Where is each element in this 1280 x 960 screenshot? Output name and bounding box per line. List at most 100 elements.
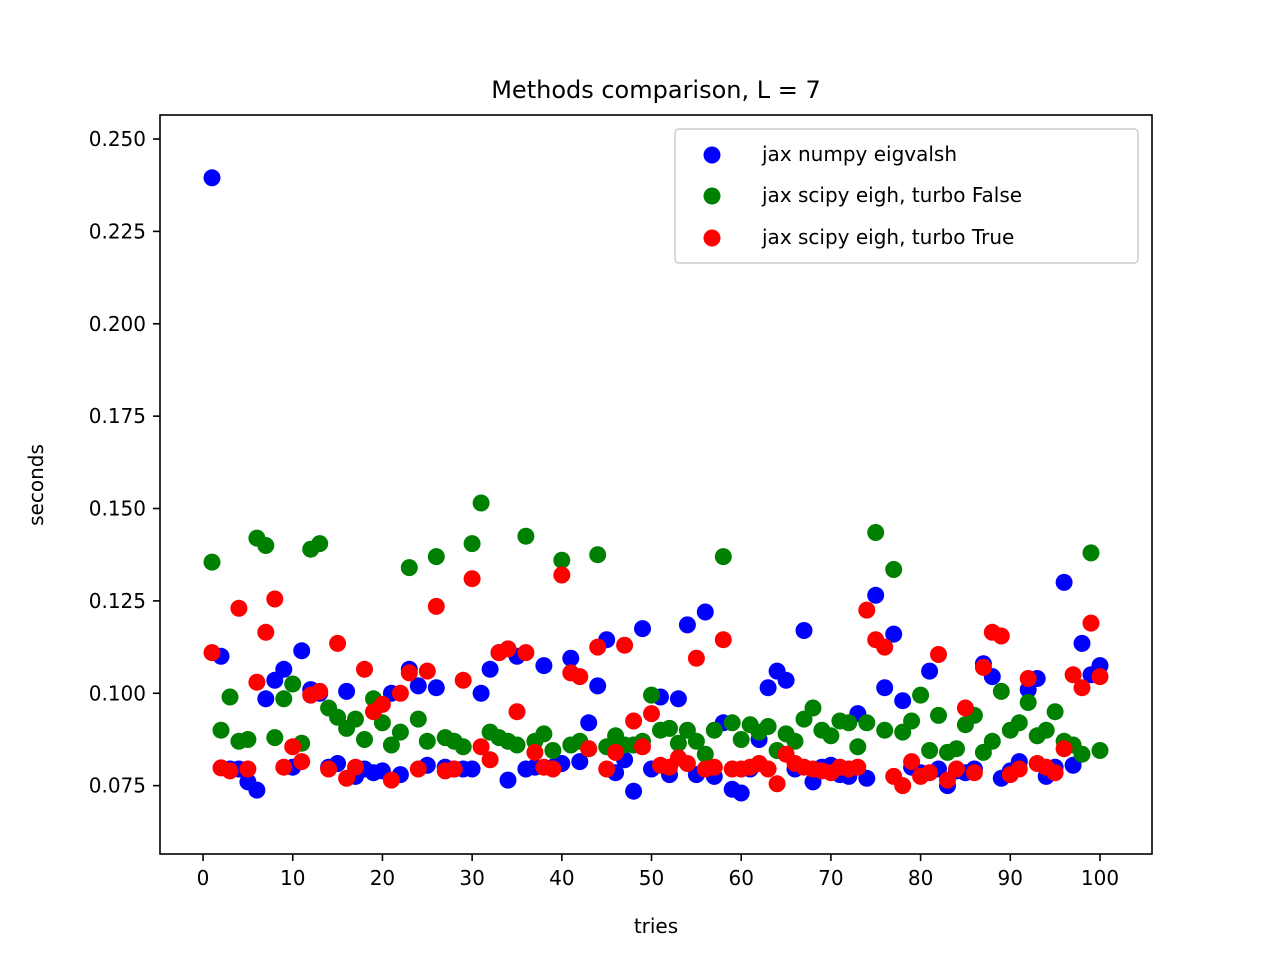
point-s2-45 <box>598 760 616 778</box>
point-s2-87 <box>974 658 992 676</box>
point-s0-65 <box>777 671 795 689</box>
x-tick-label-60: 60 <box>728 866 753 890</box>
x-tick-label-100: 100 <box>1081 866 1119 890</box>
point-s1-57 <box>705 721 723 739</box>
y-tick-label-5: 0.200 <box>89 312 146 336</box>
point-s1-17 <box>347 710 364 728</box>
point-s2-36 <box>517 644 535 662</box>
point-s2-84 <box>948 760 965 778</box>
point-s0-56 <box>696 603 714 621</box>
point-s1-58 <box>714 548 732 566</box>
point-s2-92 <box>1019 670 1037 687</box>
point-s1-39 <box>544 742 562 759</box>
point-s0-96 <box>1055 573 1073 591</box>
legend-label-numpy-eigvalsh: jax numpy eigvalsh <box>761 142 957 166</box>
point-s1-75 <box>867 524 885 541</box>
point-s0-42 <box>571 753 589 771</box>
point-s2-28 <box>445 760 463 778</box>
point-s2-86 <box>965 764 983 782</box>
y-tick-label-4: 0.175 <box>89 404 146 428</box>
y-tick-label-6: 0.225 <box>89 219 146 243</box>
point-s0-16 <box>338 682 356 700</box>
point-s1-5 <box>239 731 257 748</box>
point-s2-32 <box>481 751 499 769</box>
point-s2-89 <box>992 627 1010 645</box>
point-s2-40 <box>553 566 571 584</box>
point-s2-79 <box>903 753 921 771</box>
point-s1-9 <box>275 690 293 708</box>
point-s0-34 <box>499 771 517 789</box>
legend: jax numpy eigvalsh jax scipy eigh, turbo… <box>674 128 1139 264</box>
point-s1-55 <box>687 732 705 750</box>
y-tick-label-2: 0.125 <box>89 589 146 613</box>
x-tick-label-30: 30 <box>459 866 484 890</box>
point-s1-52 <box>661 719 678 737</box>
x-axis-label: tries <box>634 914 678 938</box>
y-tick-label-3: 0.150 <box>89 497 146 521</box>
point-s1-73 <box>849 738 867 756</box>
point-s1-84 <box>948 740 965 758</box>
point-s1-31 <box>472 494 490 512</box>
point-s1-30 <box>463 535 481 553</box>
point-s1-50 <box>643 686 660 704</box>
point-s0-78 <box>894 692 912 710</box>
point-s2-31 <box>472 738 490 756</box>
point-s2-25 <box>418 662 436 680</box>
point-s1-94 <box>1037 721 1055 739</box>
point-s0-60 <box>732 784 750 802</box>
point-s2-3 <box>221 762 239 780</box>
point-s1-13 <box>311 535 329 553</box>
point-s1-82 <box>930 706 947 724</box>
point-s0-6 <box>248 781 266 799</box>
point-s2-14 <box>320 760 338 778</box>
x-tick-label-20: 20 <box>370 866 395 890</box>
point-s2-91 <box>1010 760 1028 778</box>
point-s0-7 <box>257 690 275 708</box>
point-s1-1 <box>203 553 221 571</box>
legend-box <box>674 128 1139 264</box>
point-s2-42 <box>571 668 589 686</box>
point-s1-66 <box>786 732 804 750</box>
point-s1-60 <box>732 731 750 748</box>
point-s1-63 <box>759 718 777 735</box>
point-s1-98 <box>1073 745 1091 763</box>
point-s1-35 <box>508 736 526 754</box>
point-s2-100 <box>1091 668 1109 686</box>
point-s1-2 <box>212 721 230 739</box>
point-s2-29 <box>454 671 472 689</box>
point-s1-40 <box>553 551 571 569</box>
point-s0-98 <box>1073 634 1091 652</box>
point-s1-10 <box>284 675 302 693</box>
point-s2-11 <box>293 753 311 771</box>
point-s2-55 <box>687 649 705 667</box>
point-s0-49 <box>634 620 651 638</box>
point-s2-18 <box>356 660 373 678</box>
legend-label-scipy-eigh-turbo-true: jax scipy eigh, turbo True <box>761 225 1014 249</box>
point-s2-24 <box>409 760 427 778</box>
plot-frame <box>159 114 1153 855</box>
point-s1-29 <box>454 738 472 756</box>
point-s1-95 <box>1046 703 1064 721</box>
point-s2-98 <box>1073 679 1091 697</box>
point-s0-31 <box>472 684 490 702</box>
point-s2-54 <box>678 755 696 772</box>
point-s2-7 <box>257 623 275 641</box>
point-s2-74 <box>858 601 876 619</box>
point-s2-35 <box>508 703 526 721</box>
point-s2-58 <box>714 631 732 649</box>
point-s2-13 <box>311 682 329 700</box>
point-s2-39 <box>544 760 562 778</box>
point-s0-26 <box>427 679 445 697</box>
y-axis-label: seconds <box>24 444 48 526</box>
legend-marker-scipy-eigh-turbo-true <box>703 229 721 247</box>
point-s1-53 <box>669 734 687 752</box>
point-s0-41 <box>562 649 580 667</box>
point-s0-1 <box>203 169 221 187</box>
point-s0-44 <box>589 677 607 695</box>
point-s1-100 <box>1091 742 1109 759</box>
point-s1-92 <box>1019 694 1037 711</box>
legend-marker-numpy-eigvalsh <box>703 146 721 164</box>
point-s2-73 <box>849 758 867 776</box>
point-s0-75 <box>867 586 885 604</box>
point-s0-30 <box>463 760 481 778</box>
